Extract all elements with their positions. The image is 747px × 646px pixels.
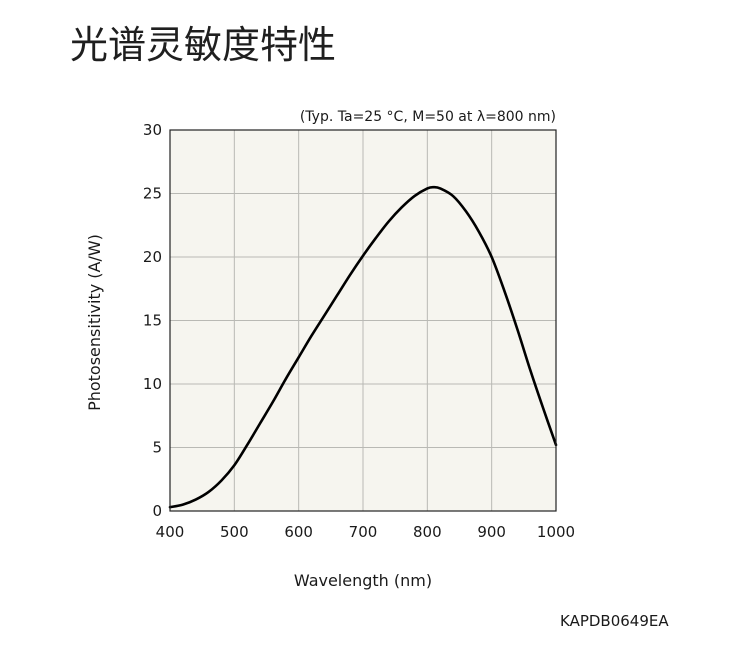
figure-code: KAPDB0649EA (560, 612, 669, 630)
y-tick-label-30: 30 (143, 121, 162, 139)
x-tick-label-800: 800 (413, 523, 442, 541)
y-tick-label-25: 25 (143, 185, 162, 203)
y-axis-label: Photosensitivity (A/W) (85, 234, 104, 411)
series-line-photosensitivity (168, 185, 558, 509)
y-tick-label-15: 15 (143, 312, 162, 330)
plot-frame (169, 129, 557, 512)
x-tick-label-500: 500 (220, 523, 249, 541)
y-tick-label-20: 20 (143, 248, 162, 266)
x-tick-label-700: 700 (349, 523, 378, 541)
x-axis-label: Wavelength (nm) (294, 571, 432, 590)
x-tick-label-600: 600 (284, 523, 313, 541)
x-tick-label-900: 900 (477, 523, 506, 541)
y-tick-label-10: 10 (143, 375, 162, 393)
y-tick-label-5: 5 (152, 439, 162, 457)
x-tick-label-1000: 1000 (537, 523, 575, 541)
chart-subtitle: (Typ. Ta=25 °C, M=50 at λ=800 nm) (300, 109, 556, 125)
tick-labels: 400 500 600 700 800 900 1000 0 5 10 15 20 25 30 (143, 121, 575, 541)
page-title: 光谱灵敏度特性 (70, 23, 337, 67)
y-tick-label-0: 0 (152, 502, 162, 520)
x-tick-label-400: 400 (156, 523, 185, 541)
